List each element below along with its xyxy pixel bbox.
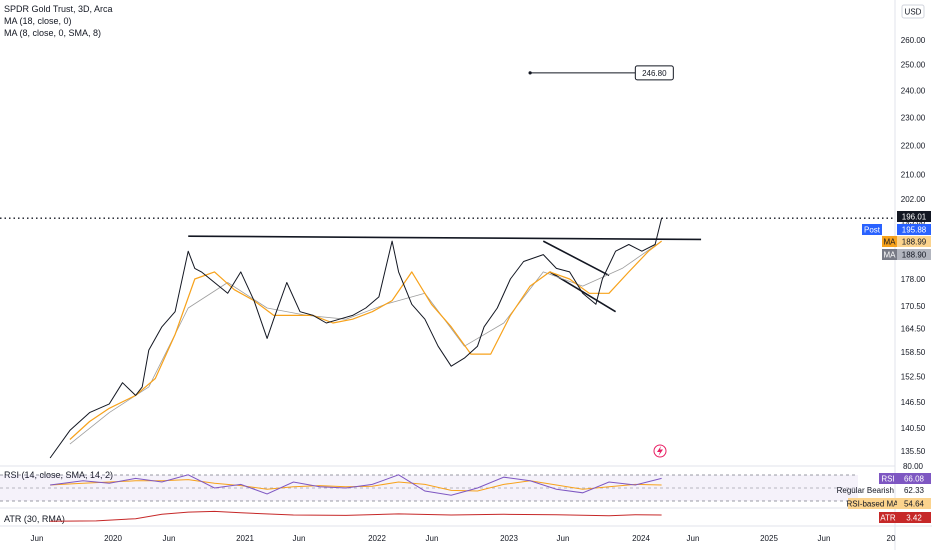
time-tick-label: 2025 xyxy=(760,534,778,543)
channel-upper xyxy=(542,240,610,277)
trendline xyxy=(188,235,702,241)
time-tick-label: 2023 xyxy=(500,534,518,543)
price-tick-label: 178.00 xyxy=(901,275,926,284)
time-tick-label: Jun xyxy=(31,534,44,543)
atr-legend: ATR (30, RMA) xyxy=(4,514,65,524)
rsi-legend: RSI (14, close, SMA, 14, 2) xyxy=(4,470,114,480)
price-series xyxy=(49,218,663,459)
ma-18-legend: MA (18, close, 0) xyxy=(4,16,72,26)
price-tick-label: 140.50 xyxy=(901,424,926,433)
svg-text:188.99: 188.99 xyxy=(902,238,927,247)
chart-title: SPDR Gold Trust, 3D, Arca xyxy=(4,4,113,14)
time-tick-label: Jun xyxy=(293,534,306,543)
time-tick-label: 20 xyxy=(887,534,896,543)
price-tick-label: 152.50 xyxy=(901,372,926,381)
target-line-start xyxy=(528,71,532,75)
rsi-line xyxy=(50,474,662,496)
last-price-tag: 196.01 xyxy=(897,211,931,222)
atr-series xyxy=(50,510,662,522)
price-tick-label: 135.50 xyxy=(901,447,926,456)
svg-text:62.33: 62.33 xyxy=(904,486,925,495)
price-tick-label: 250.00 xyxy=(901,61,926,70)
svg-text:ATR: ATR xyxy=(880,514,896,523)
drawings: 246.80 xyxy=(0,65,895,313)
time-axis: Jun 2020 Jun 2021 Jun 2022 Jun 2023 Jun 2024 Jun 20… xyxy=(31,534,896,543)
price-tick-label: 158.50 xyxy=(901,348,926,357)
price-tick-label: 164.50 xyxy=(901,325,926,334)
svg-text:Post: Post xyxy=(864,226,881,235)
lightning-icon[interactable] xyxy=(653,444,667,458)
currency-label: USD xyxy=(905,8,922,17)
svg-text:195.88: 195.88 xyxy=(902,226,927,235)
svg-text:66.08: 66.08 xyxy=(904,475,925,484)
rsi-series xyxy=(50,474,662,496)
price-tick-label: 210.00 xyxy=(901,171,926,180)
ma-18-line xyxy=(69,240,662,440)
rsi-ma-tag: RSI-based MA 54.64 xyxy=(846,498,931,509)
atr-value-tag: ATR 3.42 xyxy=(879,512,931,523)
price-tick-label: 260.00 xyxy=(901,36,926,45)
ma-18-price-tag: MA 188.99 xyxy=(882,236,931,247)
currency-button[interactable] xyxy=(901,4,925,19)
price-tick-label: 146.50 xyxy=(901,398,926,407)
time-tick-label: Jun xyxy=(557,534,570,543)
time-tick-label: 2024 xyxy=(632,534,650,543)
price-tick-label: 202.00 xyxy=(901,195,926,204)
svg-text:RSI: RSI xyxy=(881,475,894,484)
price-tick-label: 170.50 xyxy=(901,302,926,311)
ma-8-price-tag: MA 188.90 xyxy=(882,249,931,260)
time-tick-label: Jun xyxy=(426,534,439,543)
time-tick-label: Jun xyxy=(818,534,831,543)
rsi-axis-80: 80.00 xyxy=(903,462,924,471)
time-tick-label: 2022 xyxy=(368,534,386,543)
svg-text:3.42: 3.42 xyxy=(906,514,922,523)
svg-text:MA: MA xyxy=(884,238,897,247)
price-tick-label: 230.00 xyxy=(901,113,926,122)
price-axis: 135.50 140.50 146.50 152.50 158.50 164.50 170.… xyxy=(901,36,926,456)
ma-8-legend: MA (8, close, 0, SMA, 8) xyxy=(4,28,102,38)
svg-text:RSI-based MA: RSI-based MA xyxy=(846,500,899,509)
time-tick-label: 2021 xyxy=(236,534,254,543)
regular-bearish-tag: Regular Bearish 62.33 xyxy=(837,486,925,495)
svg-text:196.01: 196.01 xyxy=(902,213,927,222)
time-tick-label: Jun xyxy=(163,534,176,543)
svg-text:MA: MA xyxy=(884,251,897,260)
target-label-box xyxy=(634,65,674,81)
time-tick-label: 2020 xyxy=(104,534,122,543)
svg-text:54.64: 54.64 xyxy=(904,500,925,509)
rsi-value-tag: RSI 66.08 xyxy=(879,473,931,484)
time-tick-label: Jun xyxy=(687,534,700,543)
svg-text:Regular Bearish: Regular Bearish xyxy=(837,486,894,495)
target-label: 246.80 xyxy=(642,69,667,78)
price-line xyxy=(49,218,663,459)
post-price-tag: Post 195.88 xyxy=(862,224,931,235)
ma-8-line xyxy=(69,240,662,445)
price-tick-label: 240.00 xyxy=(901,86,926,95)
atr-line xyxy=(50,510,662,522)
svg-text:188.90: 188.90 xyxy=(902,251,927,260)
price-tick-label: 220.00 xyxy=(901,141,926,150)
